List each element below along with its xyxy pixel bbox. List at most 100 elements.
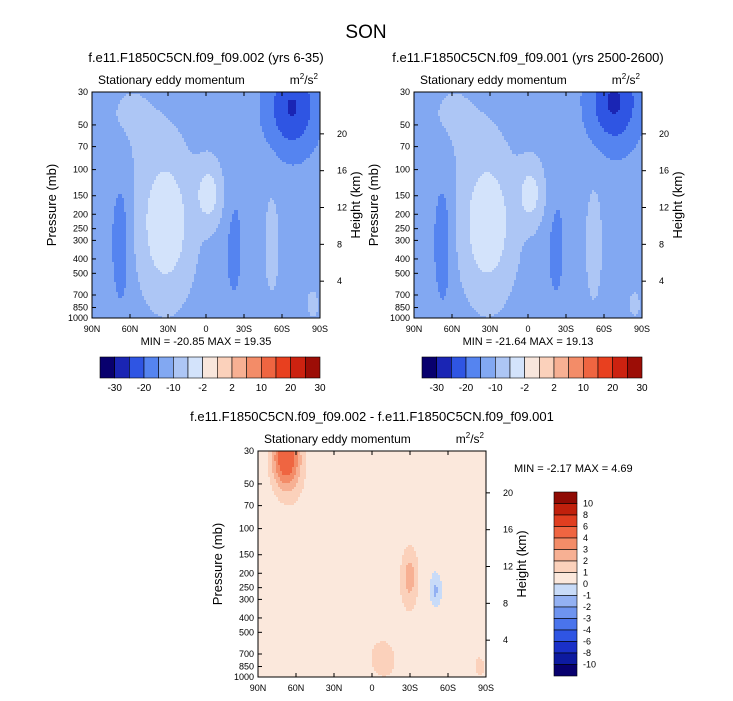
contour-cell (414, 168, 456, 170)
contour-cell (438, 202, 446, 204)
contour-cell (590, 288, 598, 290)
contour-cell (188, 294, 308, 296)
contour-cell (582, 94, 596, 96)
contour-cell (386, 675, 486, 677)
contour-cell (298, 463, 302, 465)
contour-cell (278, 156, 310, 158)
contour-cell (458, 258, 474, 260)
contour-cell (602, 256, 642, 258)
contour-cell (240, 270, 266, 272)
contour-cell (600, 272, 642, 274)
contour-cell (310, 312, 316, 314)
contour-cell (436, 595, 442, 597)
contour-cell (406, 609, 412, 611)
contour-cell (92, 206, 114, 208)
contour-cell (406, 577, 414, 579)
contour-cell (134, 250, 150, 252)
contour-cell (442, 102, 472, 104)
contour-cell (112, 242, 126, 244)
contour-cell (114, 212, 126, 214)
contour-cell (542, 220, 554, 222)
contour-cell (608, 98, 620, 100)
contour-cell (258, 457, 268, 459)
contour-cell (174, 124, 260, 126)
colorbar-box (553, 572, 578, 585)
contour-cell (258, 619, 486, 621)
contour-cell (434, 238, 448, 240)
colorbar-box (158, 356, 174, 379)
colorbar-box (202, 356, 218, 379)
contour-cell (220, 162, 286, 164)
contour-cell (550, 256, 562, 258)
contour-cell (590, 290, 598, 292)
contour-cell (134, 236, 148, 238)
contour-cell (92, 178, 134, 180)
contour-cell (458, 266, 478, 268)
contour-cell (436, 212, 448, 214)
contour-cell (134, 198, 148, 200)
contour-cell (266, 232, 278, 234)
contour-cell (278, 126, 306, 128)
contour-cell (162, 272, 168, 274)
contour-cell (400, 589, 408, 591)
contour-cell (594, 190, 642, 192)
contour-cell (540, 158, 610, 160)
contour-cell (380, 641, 386, 643)
contour-cell (494, 314, 634, 316)
y2-tick-label: 20 (337, 129, 347, 139)
contour-cell (448, 278, 460, 280)
contour-cell (124, 198, 134, 200)
contour-cell (112, 254, 126, 256)
contour-cell (258, 643, 376, 645)
contour-cell (112, 244, 126, 246)
contour-cell (602, 240, 642, 242)
contour-cell (468, 98, 580, 100)
contour-cell (182, 136, 264, 138)
contour-cell (216, 188, 224, 190)
contour-cell (414, 607, 486, 609)
contour-cell (552, 278, 560, 280)
contour-cell (440, 599, 486, 601)
contour-cell (114, 214, 126, 216)
contour-cell (126, 244, 134, 246)
contour-cell (432, 601, 440, 603)
contour-cell (274, 116, 310, 118)
contour-cell (266, 224, 278, 226)
contour-cell (418, 563, 486, 565)
contour-cell (132, 150, 190, 152)
y-tick-label: 500 (395, 268, 410, 278)
contour-cell (550, 248, 562, 250)
contour-cell (134, 170, 222, 172)
y2-tick-label: 8 (659, 239, 664, 249)
contour-cell (224, 200, 270, 202)
contour-cell (598, 288, 642, 290)
contour-cell (602, 222, 642, 224)
contour-cell (224, 198, 270, 200)
contour-cell (490, 172, 544, 174)
contour-cell (200, 186, 216, 188)
contour-cell (92, 180, 134, 182)
contour-cell (454, 152, 512, 154)
contour-cell (632, 110, 642, 112)
contour-cell (412, 589, 418, 591)
contour-cell (414, 232, 434, 234)
contour-cell (440, 601, 486, 603)
contour-cell (198, 194, 216, 196)
contour-cell (588, 204, 600, 206)
contour-cell (444, 126, 498, 128)
contour-cell (478, 264, 498, 266)
contour-cell (414, 208, 436, 210)
contour-cell (562, 250, 586, 252)
contour-cell (436, 280, 448, 282)
contour-cell (124, 206, 134, 208)
contour-cell (506, 232, 536, 234)
contour-cell (258, 471, 268, 473)
contour-cell (630, 298, 638, 300)
contour-cell (188, 296, 308, 298)
contour-cell (448, 270, 460, 272)
x-tick-label: 60N (288, 683, 305, 693)
contour-cell (218, 226, 230, 228)
contour-cell (504, 248, 522, 250)
contour-cell (414, 218, 436, 220)
contour-cell (392, 669, 476, 671)
